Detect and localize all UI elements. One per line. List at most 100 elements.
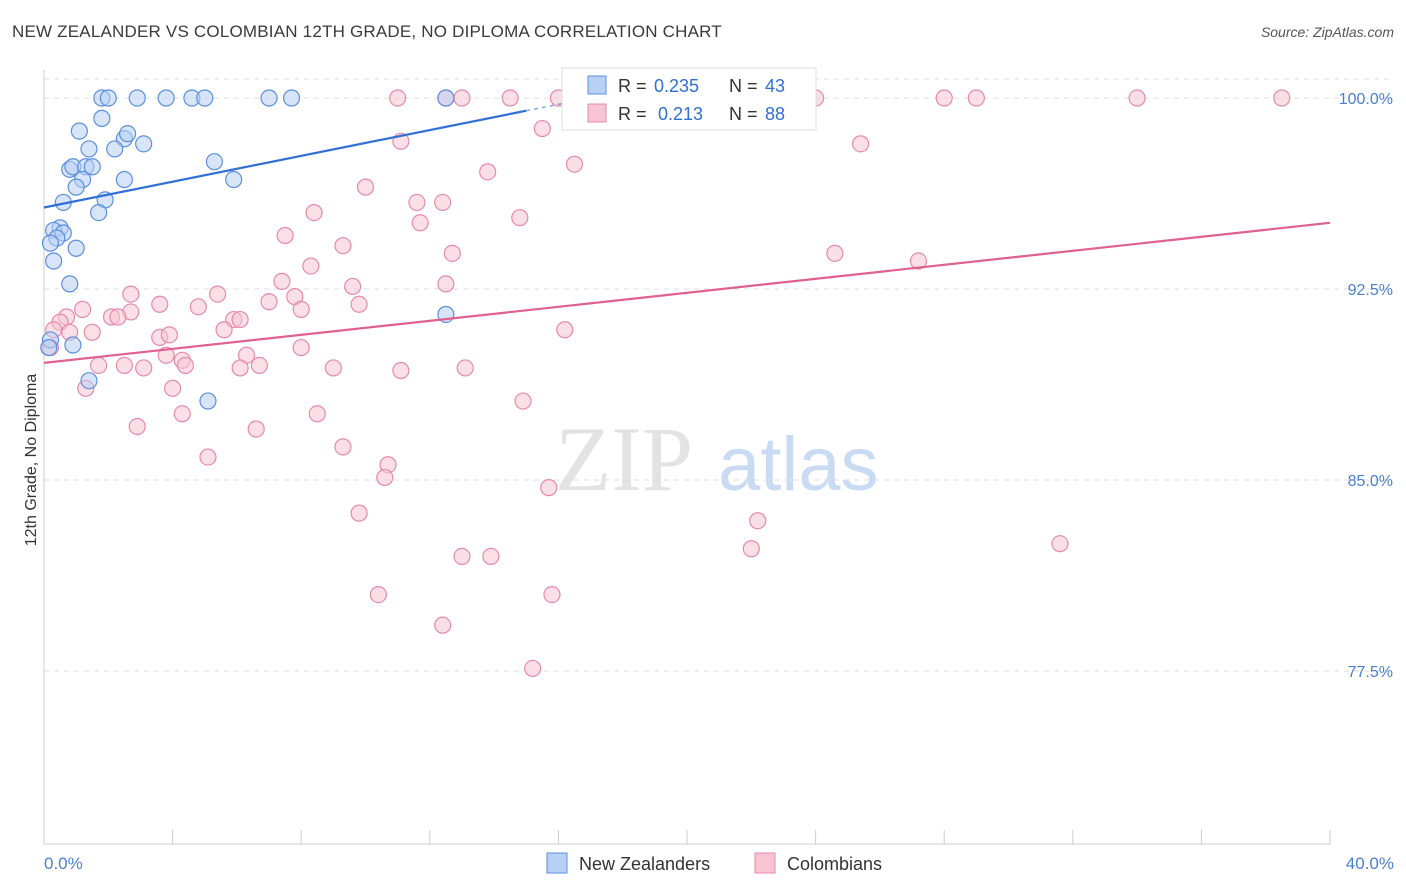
- data-point: [350, 504, 368, 522]
- data-point: [73, 300, 92, 318]
- data-point: [524, 659, 542, 678]
- stats-legend-r-value-pink: 0.213: [658, 104, 703, 124]
- data-point: [1051, 535, 1069, 553]
- data-point: [334, 237, 352, 255]
- data-point: [292, 338, 310, 357]
- data-point: [852, 135, 870, 153]
- stats-legend-n-label-blue: N =: [729, 76, 758, 96]
- data-point: [196, 89, 214, 107]
- data-point: [350, 295, 368, 313]
- data-point: [61, 275, 79, 293]
- data-point: [935, 89, 953, 107]
- data-point: [456, 359, 474, 377]
- data-point: [556, 321, 574, 339]
- data-point: [70, 122, 88, 140]
- data-point: [93, 109, 111, 127]
- data-point: [260, 293, 278, 311]
- data-point: [80, 372, 98, 390]
- data-point: [199, 448, 217, 466]
- data-point: [276, 226, 294, 245]
- data-point: [344, 277, 362, 296]
- chart-source: Source: ZipAtlas.com: [1260, 24, 1394, 40]
- data-point: [565, 155, 584, 173]
- data-point: [215, 321, 233, 339]
- data-point: [324, 359, 342, 377]
- data-point: [199, 392, 217, 410]
- data-point: [501, 89, 519, 107]
- stats-legend-swatch-blue: [587, 75, 607, 95]
- stats-legend-n-value-blue: 43: [765, 76, 785, 96]
- series-new-zealanders-points: [40, 89, 455, 410]
- data-point: [90, 204, 108, 222]
- data-point: [392, 361, 410, 380]
- stats-legend-r-label-pink: R =: [618, 104, 647, 124]
- data-point: [247, 420, 265, 438]
- data-point: [67, 178, 85, 196]
- data-point: [80, 140, 98, 158]
- trend-lines: [43, 97, 1331, 364]
- data-point: [173, 405, 191, 423]
- data-point: [115, 356, 133, 374]
- data-point: [967, 89, 985, 107]
- data-point: [40, 338, 58, 357]
- watermark-atlas: atlas: [718, 422, 879, 507]
- legend-swatch-colombians: [754, 852, 776, 874]
- data-point: [1128, 89, 1146, 107]
- data-point: [408, 193, 426, 212]
- legend-swatch-new-zealanders: [546, 852, 568, 874]
- data-point: [115, 170, 133, 189]
- data-point: [225, 170, 243, 189]
- x-axis-ticks: [43, 830, 1331, 844]
- data-point: [64, 336, 82, 354]
- data-point: [118, 125, 137, 143]
- data-point: [411, 214, 429, 232]
- data-point: [67, 239, 85, 257]
- trend-line-extension-blue: [526, 97, 591, 112]
- data-point: [376, 468, 394, 487]
- stats-legend-n-label-pink: N =: [729, 104, 758, 124]
- data-point: [453, 547, 471, 566]
- data-point: [356, 178, 375, 196]
- data-point: [443, 244, 461, 262]
- chart-title: NEW ZEALANDER VS COLOMBIAN 12TH GRADE, N…: [12, 22, 722, 41]
- data-point: [453, 89, 471, 107]
- data-point: [369, 585, 387, 604]
- data-point: [305, 204, 323, 222]
- y-axis-title: 12th Grade, No Diploma: [23, 374, 40, 547]
- data-point: [205, 153, 223, 171]
- y-tick-label: 92.5%: [1348, 282, 1393, 299]
- data-point: [1273, 89, 1291, 107]
- y-tick-label: 100.0%: [1339, 91, 1393, 108]
- data-point: [83, 158, 101, 176]
- data-point: [135, 359, 153, 377]
- x-tick-label-max: 40.0%: [1346, 854, 1394, 873]
- data-point: [742, 540, 760, 558]
- data-point: [231, 359, 249, 377]
- data-point: [135, 135, 153, 153]
- data-point: [128, 417, 146, 436]
- data-point: [308, 405, 326, 423]
- legend-label-new-zealanders: New Zealanders: [579, 854, 710, 874]
- data-point: [514, 392, 532, 410]
- data-point: [250, 356, 269, 374]
- legend-label-colombians: Colombians: [787, 854, 882, 874]
- data-point: [106, 140, 124, 158]
- watermark: ZIP atlas: [555, 408, 879, 510]
- data-point: [533, 119, 551, 138]
- data-point: [282, 89, 301, 107]
- data-point: [151, 295, 169, 313]
- data-point: [826, 244, 844, 262]
- data-point: [164, 379, 182, 397]
- data-point: [260, 89, 278, 107]
- data-point: [109, 308, 127, 326]
- data-point: [437, 275, 455, 293]
- data-point: [292, 300, 310, 318]
- data-point: [157, 89, 175, 107]
- stats-legend-r-label-blue: R =: [618, 76, 647, 96]
- watermark-zip: ZIP: [555, 408, 693, 510]
- data-point: [128, 89, 146, 107]
- data-point: [160, 326, 178, 344]
- stats-legend-swatch-pink: [587, 103, 607, 123]
- data-point: [482, 547, 500, 566]
